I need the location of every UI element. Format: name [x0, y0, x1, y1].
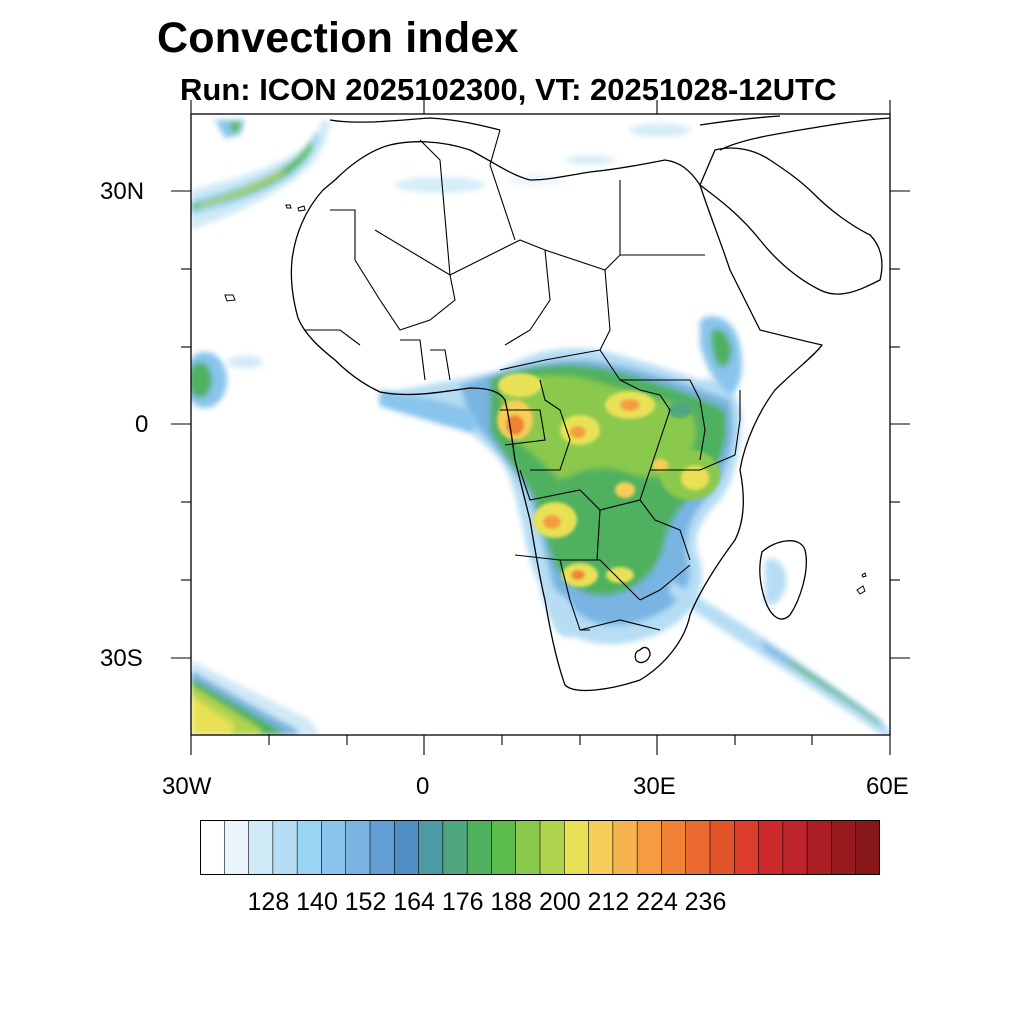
colorbar-tick-label: 236: [684, 888, 727, 916]
colorbar-cell: [612, 820, 638, 875]
chart-subtitle: Run: ICON 2025102300, VT: 20251028-12UTC: [180, 72, 837, 107]
colorbar-cell: [442, 820, 468, 875]
indian-ocean-band: [670, 580, 890, 735]
colorbar-cell: [855, 820, 880, 875]
gulf-guinea-band: [380, 390, 477, 432]
colorbar-cell: [539, 820, 565, 875]
colorbar-cell: [248, 820, 274, 875]
colorbar-cell: [588, 820, 614, 875]
colorbar-tick-label: 176: [441, 888, 484, 916]
colorbar-tick-label: 140: [296, 888, 338, 916]
colorbar: [200, 820, 880, 875]
colorbar-cell: [296, 820, 323, 875]
colorbar-tick-label: 212: [587, 888, 630, 916]
colorbar-cell: [758, 820, 784, 875]
colorbar-cell: [806, 820, 833, 875]
colorbar-cell: [515, 820, 541, 875]
north-atlantic-band: [191, 120, 330, 230]
colorbar-tick-label: 152: [344, 888, 387, 916]
country-borders: [305, 129, 741, 631]
colorbar-cell: [685, 820, 711, 875]
east-africa-band: [700, 316, 742, 395]
x-tick-label: 30W: [162, 773, 212, 800]
chart-title: Convection index: [157, 14, 519, 62]
colorbar-cell: [466, 820, 493, 875]
x-tick-label: 0: [416, 773, 430, 800]
x-tick-label: 30E: [633, 773, 676, 800]
colorbar-cell: [369, 820, 395, 875]
colorbar-cell: [321, 820, 347, 875]
hotspots: [497, 373, 720, 587]
colorbar-cell: [345, 820, 371, 875]
convection-field: [191, 120, 890, 735]
y-tick-label: 0: [135, 411, 149, 438]
colorbar-cell: [393, 820, 420, 875]
southwest-faint: [540, 590, 578, 637]
colorbar-cell: [709, 820, 735, 875]
x-tick-label: 60E: [866, 773, 909, 800]
south-atlantic-band: [191, 660, 320, 735]
colorbar-cell: [223, 820, 250, 875]
colorbar-cell: [661, 820, 687, 875]
coastlines: [290, 115, 890, 692]
colorbar-cell: [782, 820, 808, 875]
colorbar-tick-label: 128: [247, 888, 290, 916]
colorbar-tick-label: 224: [636, 888, 678, 916]
colorbar-tick-label: 200: [538, 888, 581, 916]
colorbar-cell: [491, 820, 517, 875]
tick-marks: [171, 100, 910, 755]
colorbar-cell: [200, 820, 225, 875]
colorbar-cell: [636, 820, 663, 875]
colorbar-cell: [831, 820, 857, 875]
colorbar-cell: [563, 820, 590, 875]
colorbar-cell: [272, 820, 298, 875]
islands: [224, 204, 867, 595]
y-tick-label: 30S: [100, 645, 143, 672]
west-atlantic-blob: [191, 352, 263, 408]
colorbar-tick-label: 164: [393, 888, 435, 916]
colorbar-cell: [418, 820, 444, 875]
north-africa-faint: [395, 123, 690, 193]
madagascar-band: [765, 559, 787, 606]
y-tick-label: 30N: [100, 178, 145, 205]
colorbar-tick-label: 188: [490, 888, 533, 916]
colorbar-cell: [733, 820, 760, 875]
